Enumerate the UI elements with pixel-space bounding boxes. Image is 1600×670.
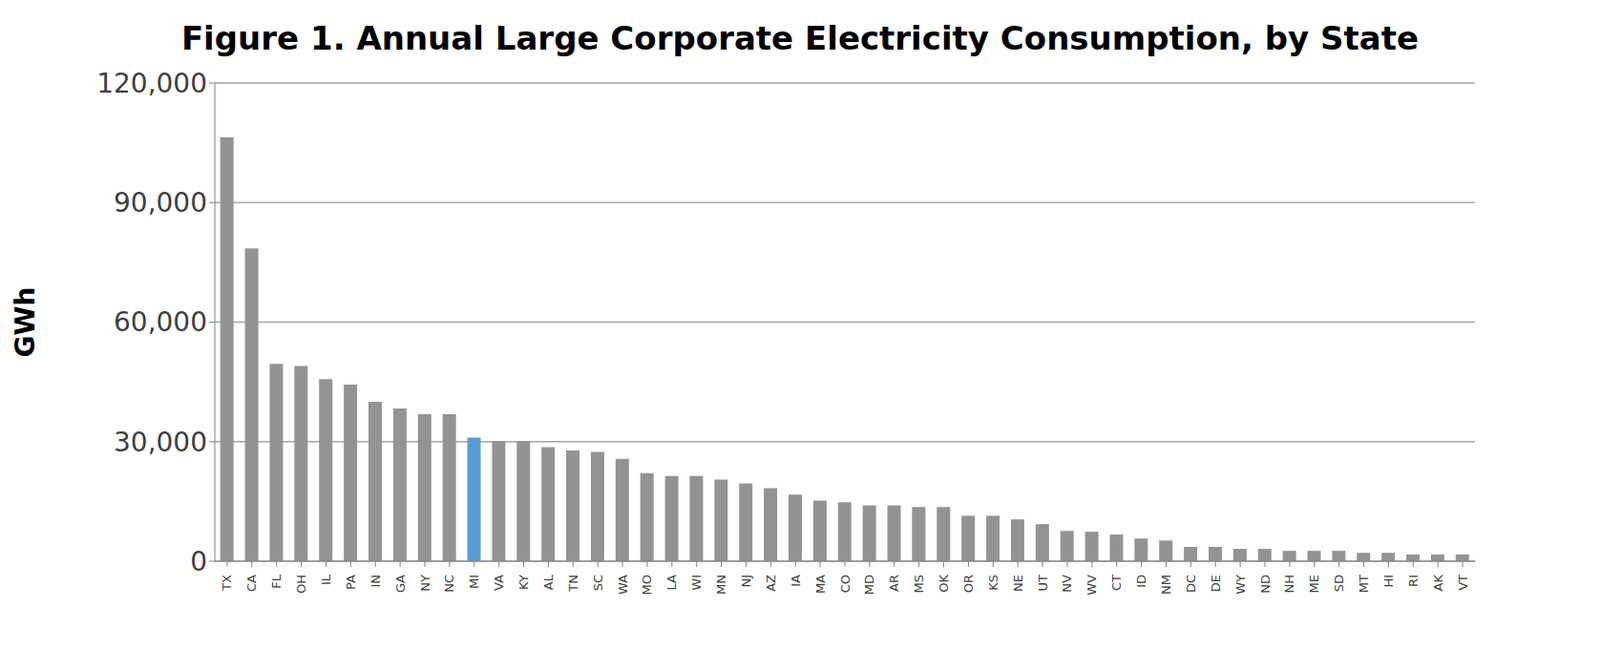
svg-text:OK: OK	[936, 574, 951, 593]
svg-text:MT: MT	[1356, 574, 1371, 593]
svg-text:CA: CA	[244, 574, 259, 592]
svg-text:VA: VA	[491, 574, 506, 591]
svg-text:HI: HI	[1381, 574, 1396, 589]
svg-text:CT: CT	[1109, 574, 1124, 591]
svg-text:NV: NV	[1059, 574, 1074, 593]
svg-text:KS: KS	[986, 574, 1001, 591]
svg-text:WV: WV	[1084, 574, 1099, 596]
svg-text:30,000: 30,000	[113, 426, 208, 459]
svg-text:AZ: AZ	[763, 574, 779, 592]
svg-text:ND: ND	[1258, 574, 1273, 594]
svg-text:TN: TN	[566, 574, 581, 593]
svg-text:DC: DC	[1183, 574, 1199, 593]
svg-text:VT: VT	[1455, 574, 1471, 591]
svg-text:NJ: NJ	[738, 574, 754, 589]
svg-text:SC: SC	[590, 574, 606, 591]
svg-text:IA: IA	[788, 574, 803, 588]
svg-text:NY: NY	[418, 574, 433, 592]
svg-text:120,000: 120,000	[96, 68, 208, 100]
svg-text:AR: AR	[886, 574, 902, 592]
svg-text:NH: NH	[1282, 574, 1297, 594]
svg-text:KY: KY	[516, 574, 531, 590]
svg-text:ID: ID	[1134, 574, 1149, 589]
svg-text:TX: TX	[219, 574, 234, 592]
svg-text:0: 0	[189, 546, 208, 578]
svg-text:OH: OH	[294, 574, 309, 594]
svg-text:ME: ME	[1306, 574, 1322, 593]
svg-text:MI: MI	[466, 574, 482, 590]
svg-text:OR: OR	[961, 574, 976, 593]
svg-text:FL: FL	[269, 573, 284, 589]
svg-text:UT: UT	[1035, 574, 1051, 592]
svg-text:90,000: 90,000	[113, 187, 208, 219]
svg-text:GA: GA	[393, 574, 408, 593]
svg-text:GWh: GWh	[9, 287, 42, 358]
svg-text:NE: NE	[1010, 574, 1026, 592]
svg-text:60,000: 60,000	[113, 306, 208, 338]
svg-text:CO: CO	[838, 574, 853, 593]
svg-text:WI: WI	[689, 574, 704, 591]
svg-text:PA: PA	[343, 574, 358, 590]
svg-text:WA: WA	[615, 574, 631, 595]
svg-text:AK: AK	[1431, 574, 1446, 592]
svg-text:MA: MA	[813, 574, 828, 594]
svg-text:IL: IL	[318, 573, 334, 586]
svg-text:SD: SD	[1331, 574, 1347, 592]
svg-text:MS: MS	[911, 574, 927, 593]
svg-text:AL: AL	[541, 573, 556, 590]
svg-text:MN: MN	[714, 574, 729, 595]
svg-text:MD: MD	[862, 574, 877, 595]
svg-text:MO: MO	[639, 574, 654, 595]
svg-text:IN: IN	[368, 574, 383, 589]
html-text:Figure 1. Annual Large Corpora: Figure 1. Annual Large Corporate Electri…	[181, 19, 1419, 58]
svg-text:NC: NC	[442, 574, 457, 593]
svg-text:DE: DE	[1208, 574, 1223, 592]
svg-text:LA: LA	[664, 574, 679, 591]
svg-text:NM: NM	[1158, 574, 1174, 595]
svg-text:RI: RI	[1406, 574, 1421, 588]
svg-text:WY: WY	[1233, 574, 1248, 595]
